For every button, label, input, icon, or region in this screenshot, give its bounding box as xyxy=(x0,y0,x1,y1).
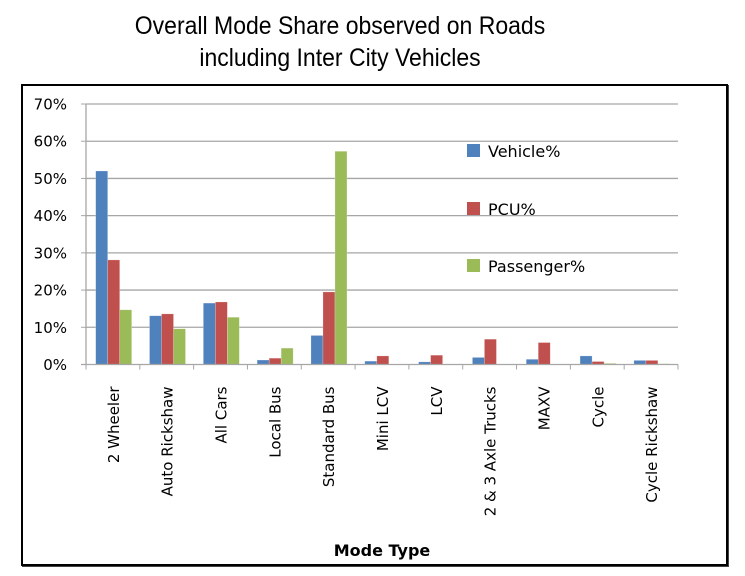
gridlines xyxy=(86,103,678,328)
bar-passenger-3 xyxy=(280,347,294,365)
x-tick-label: Local Bus xyxy=(266,386,284,457)
y-tick-label: 70% xyxy=(34,96,67,114)
y-tick-label: 60% xyxy=(34,133,67,151)
x-tick-label: Cycle xyxy=(589,387,607,428)
bar-pcu-4 xyxy=(322,291,336,365)
legend-swatch-pcu xyxy=(467,202,480,215)
x-tick-label: Cycle Rickshaw xyxy=(643,387,661,503)
bar-vehicle-9 xyxy=(579,355,593,365)
legend-label: Passenger% xyxy=(488,257,585,276)
x-tick-label: 2 & 3 Axle Trucks xyxy=(482,386,500,516)
bar-pcu-2 xyxy=(215,301,228,365)
y-tick-label: 30% xyxy=(34,244,67,262)
chart-title-line-1: Overall Mode Share observed on Roads xyxy=(134,12,546,40)
bar-pcu-0 xyxy=(107,259,120,365)
x-axis-title: Mode Type xyxy=(334,541,431,560)
y-tick-label: 50% xyxy=(34,170,67,188)
y-tick-label: 20% xyxy=(34,282,67,300)
bar-vehicle-2 xyxy=(203,302,216,365)
x-tick-label: Mini LCV xyxy=(374,386,392,451)
x-tick-label: Standard Bus xyxy=(320,386,338,487)
chart-title: Overall Mode Share observed on Roads inc… xyxy=(27,10,653,74)
bar-pcu-8 xyxy=(537,342,551,365)
x-tick-label: Auto Rickshaw xyxy=(159,387,177,497)
y-tick-label: 10% xyxy=(34,319,67,337)
legend-label: Vehicle% xyxy=(488,142,560,161)
bar-vehicle-0 xyxy=(95,170,108,365)
axes xyxy=(81,104,678,366)
x-axis-labels: 2 Wheeler Auto Rickshaw All Cars Local Bus S… xyxy=(105,386,661,517)
x-tick-label: 2 Wheeler xyxy=(105,386,123,464)
bar-pcu-6 xyxy=(430,354,443,365)
bar-passenger-1 xyxy=(173,328,186,365)
chart-frame xyxy=(21,84,728,566)
bar-passenger-4 xyxy=(334,150,348,365)
x-axis-ticks xyxy=(85,364,679,370)
legend-swatch-passenger xyxy=(467,259,480,272)
bar-vehicle-8 xyxy=(525,358,539,365)
x-tick-label: LCV xyxy=(428,386,446,416)
y-tick-label: 40% xyxy=(34,207,67,225)
bar-vehicle-3 xyxy=(256,359,270,365)
bar-vehicle-7 xyxy=(472,357,485,365)
y-tick-label: 0% xyxy=(43,356,67,374)
bar-vehicle-4 xyxy=(310,335,324,365)
x-tick-label: MAXV xyxy=(535,386,553,430)
legend: Vehicle% PCU% Passenger% xyxy=(467,142,585,276)
bar-pcu-3 xyxy=(268,357,282,365)
bar-passenger-2 xyxy=(227,316,240,365)
bar-vehicle-1 xyxy=(149,315,162,365)
chart-title-line-2: including Inter City Vehicles xyxy=(199,44,481,72)
bar-pcu-7 xyxy=(484,338,497,365)
bars xyxy=(95,150,671,365)
bar-pcu-1 xyxy=(161,313,174,365)
legend-label: PCU% xyxy=(488,200,536,219)
y-axis-ticks: 0% 10% 20% 30% 40% 50% 60% 70% xyxy=(34,96,86,374)
legend-swatch-vehicle xyxy=(467,144,480,157)
x-tick-label: All Cars xyxy=(213,386,231,443)
bar-pcu-5 xyxy=(376,355,390,365)
bar-passenger-0 xyxy=(119,309,132,365)
